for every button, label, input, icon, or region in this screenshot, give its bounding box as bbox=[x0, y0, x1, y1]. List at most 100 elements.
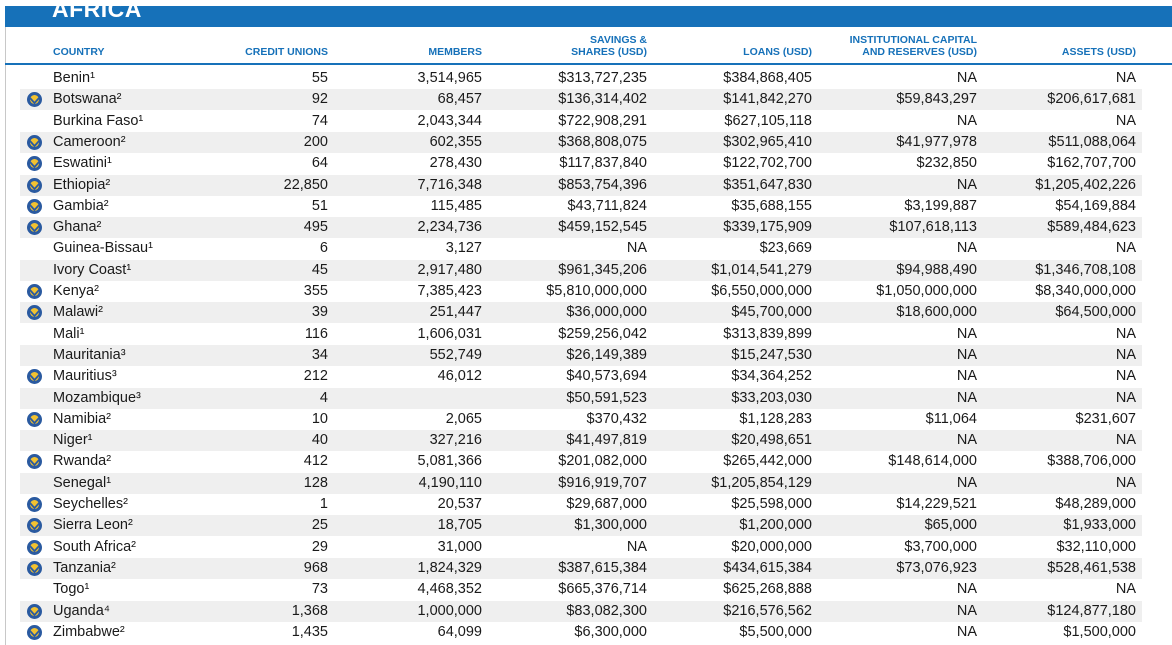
value-cell: NA bbox=[1115, 346, 1136, 363]
country-cell: Cameroon² bbox=[53, 133, 126, 150]
country-cell: Mozambique³ bbox=[53, 389, 141, 406]
value-cell: $6,550,000,000 bbox=[711, 283, 812, 299]
value-cell: 45 bbox=[311, 261, 328, 278]
value-cell: NA bbox=[956, 70, 977, 86]
logo bbox=[27, 624, 42, 640]
value-cell: $107,618,113 bbox=[889, 219, 977, 236]
country-cell: Rwanda² bbox=[53, 453, 112, 470]
column-header-text: LOANS (USD) bbox=[743, 46, 812, 58]
logo bbox=[27, 198, 42, 214]
value-cell: NA bbox=[626, 538, 647, 555]
member-icon bbox=[26, 198, 43, 215]
column-header: LOANS (USD) bbox=[692, 34, 812, 58]
member-icon bbox=[26, 177, 43, 194]
value-cell: $206,617,681 bbox=[1047, 91, 1136, 108]
value-cell: 39 bbox=[311, 304, 328, 321]
value-cell: $339,175,909 bbox=[723, 219, 812, 236]
left-border bbox=[5, 27, 6, 645]
value-cell: 200 bbox=[303, 133, 328, 150]
value-cell: 25 bbox=[311, 517, 328, 534]
row-shading bbox=[20, 472, 1142, 494]
value-cell: $1,014,541,279 bbox=[711, 261, 812, 278]
column-header-text: COUNTRY bbox=[53, 46, 105, 58]
country-cell: Ethiopia² bbox=[53, 176, 111, 193]
value-cell: NA bbox=[956, 112, 977, 129]
column-header: SAVINGS & SHARES (USD) bbox=[552, 34, 647, 58]
country-cell: Seychelles² bbox=[53, 496, 128, 512]
value-cell: 2,065 bbox=[445, 410, 482, 427]
logo bbox=[27, 539, 42, 555]
value-cell: $20,498,651 bbox=[731, 432, 812, 449]
member-icon bbox=[26, 496, 43, 513]
row-shading bbox=[20, 131, 1142, 153]
value-cell: $5,810,000,000 bbox=[546, 283, 647, 299]
value-cell: $83,082,300 bbox=[566, 602, 647, 619]
value-cell: $18,600,000 bbox=[896, 304, 977, 321]
member-icon bbox=[26, 517, 43, 534]
value-cell: $370,432 bbox=[586, 410, 647, 427]
value-cell: $6,300,000 bbox=[574, 623, 647, 640]
value-cell: 7,385,423 bbox=[417, 283, 482, 299]
column-header: CREDIT UNIONS bbox=[208, 34, 328, 58]
value-cell: $124,877,180 bbox=[1047, 602, 1136, 619]
row-shading bbox=[20, 174, 1142, 196]
column-header: COUNTRY bbox=[53, 34, 173, 58]
logo bbox=[27, 284, 42, 299]
value-cell: $117,837,840 bbox=[559, 155, 647, 172]
value-cell: $15,247,530 bbox=[731, 346, 812, 363]
value-cell: $265,442,000 bbox=[723, 453, 812, 470]
value-cell: $368,808,075 bbox=[558, 133, 647, 150]
value-cell: $148,614,000 bbox=[888, 453, 977, 470]
value-cell: $8,340,000,000 bbox=[1035, 283, 1136, 299]
value-cell: $1,346,708,108 bbox=[1035, 261, 1136, 278]
value-cell: $853,754,396 bbox=[558, 176, 647, 193]
value-cell: $589,484,623 bbox=[1047, 219, 1136, 236]
value-cell: $627,105,118 bbox=[724, 112, 812, 129]
value-cell: NA bbox=[956, 602, 977, 619]
country-cell: South Africa² bbox=[53, 538, 137, 555]
value-cell: 3,127 bbox=[445, 240, 482, 257]
value-cell: NA bbox=[1115, 389, 1136, 406]
value-cell: $351,647,830 bbox=[723, 176, 812, 193]
country-cell: Benin¹ bbox=[53, 70, 95, 86]
row-shading bbox=[20, 387, 1142, 409]
value-cell: 128 bbox=[303, 474, 328, 491]
value-cell: $961,345,206 bbox=[558, 261, 647, 278]
value-cell: 1 bbox=[319, 496, 328, 512]
value-cell: 1,606,031 bbox=[417, 325, 482, 342]
country-cell: Mauritius³ bbox=[53, 368, 117, 385]
row-shading bbox=[20, 557, 1142, 579]
value-cell: NA bbox=[1115, 432, 1136, 449]
value-cell: $33,203,030 bbox=[731, 389, 812, 406]
value-cell: $26,149,389 bbox=[566, 346, 647, 363]
member-icon bbox=[26, 560, 43, 577]
country-cell: Kenya² bbox=[53, 283, 99, 299]
row-shading bbox=[20, 89, 1142, 111]
value-cell: 7,716,348 bbox=[417, 176, 482, 193]
country-cell: Niger¹ bbox=[53, 432, 93, 449]
member-icon bbox=[26, 603, 43, 620]
value-cell: 55 bbox=[311, 70, 328, 86]
region-title: AFRICA bbox=[52, 6, 142, 22]
value-cell: $73,076,923 bbox=[896, 559, 977, 576]
value-cell: 552,749 bbox=[429, 346, 482, 363]
country-cell: Eswatini¹ bbox=[53, 155, 112, 172]
value-cell: $54,169,884 bbox=[1055, 197, 1136, 214]
value-cell: $25,598,000 bbox=[731, 496, 812, 512]
member-icon bbox=[26, 155, 43, 172]
member-icon bbox=[26, 304, 43, 321]
value-cell: $41,497,819 bbox=[566, 432, 647, 449]
value-cell: NA bbox=[956, 432, 977, 449]
value-cell: $40,573,694 bbox=[566, 368, 647, 385]
value-cell: NA bbox=[956, 368, 977, 385]
value-cell: $313,839,899 bbox=[723, 325, 812, 342]
value-cell: 74 bbox=[311, 112, 328, 129]
logo bbox=[27, 603, 42, 619]
member-icon bbox=[26, 283, 43, 300]
value-cell: NA bbox=[1115, 240, 1136, 257]
value-cell: $59,843,297 bbox=[896, 91, 977, 108]
value-cell: $302,965,410 bbox=[723, 133, 812, 150]
value-cell: $1,933,000 bbox=[1063, 517, 1136, 534]
